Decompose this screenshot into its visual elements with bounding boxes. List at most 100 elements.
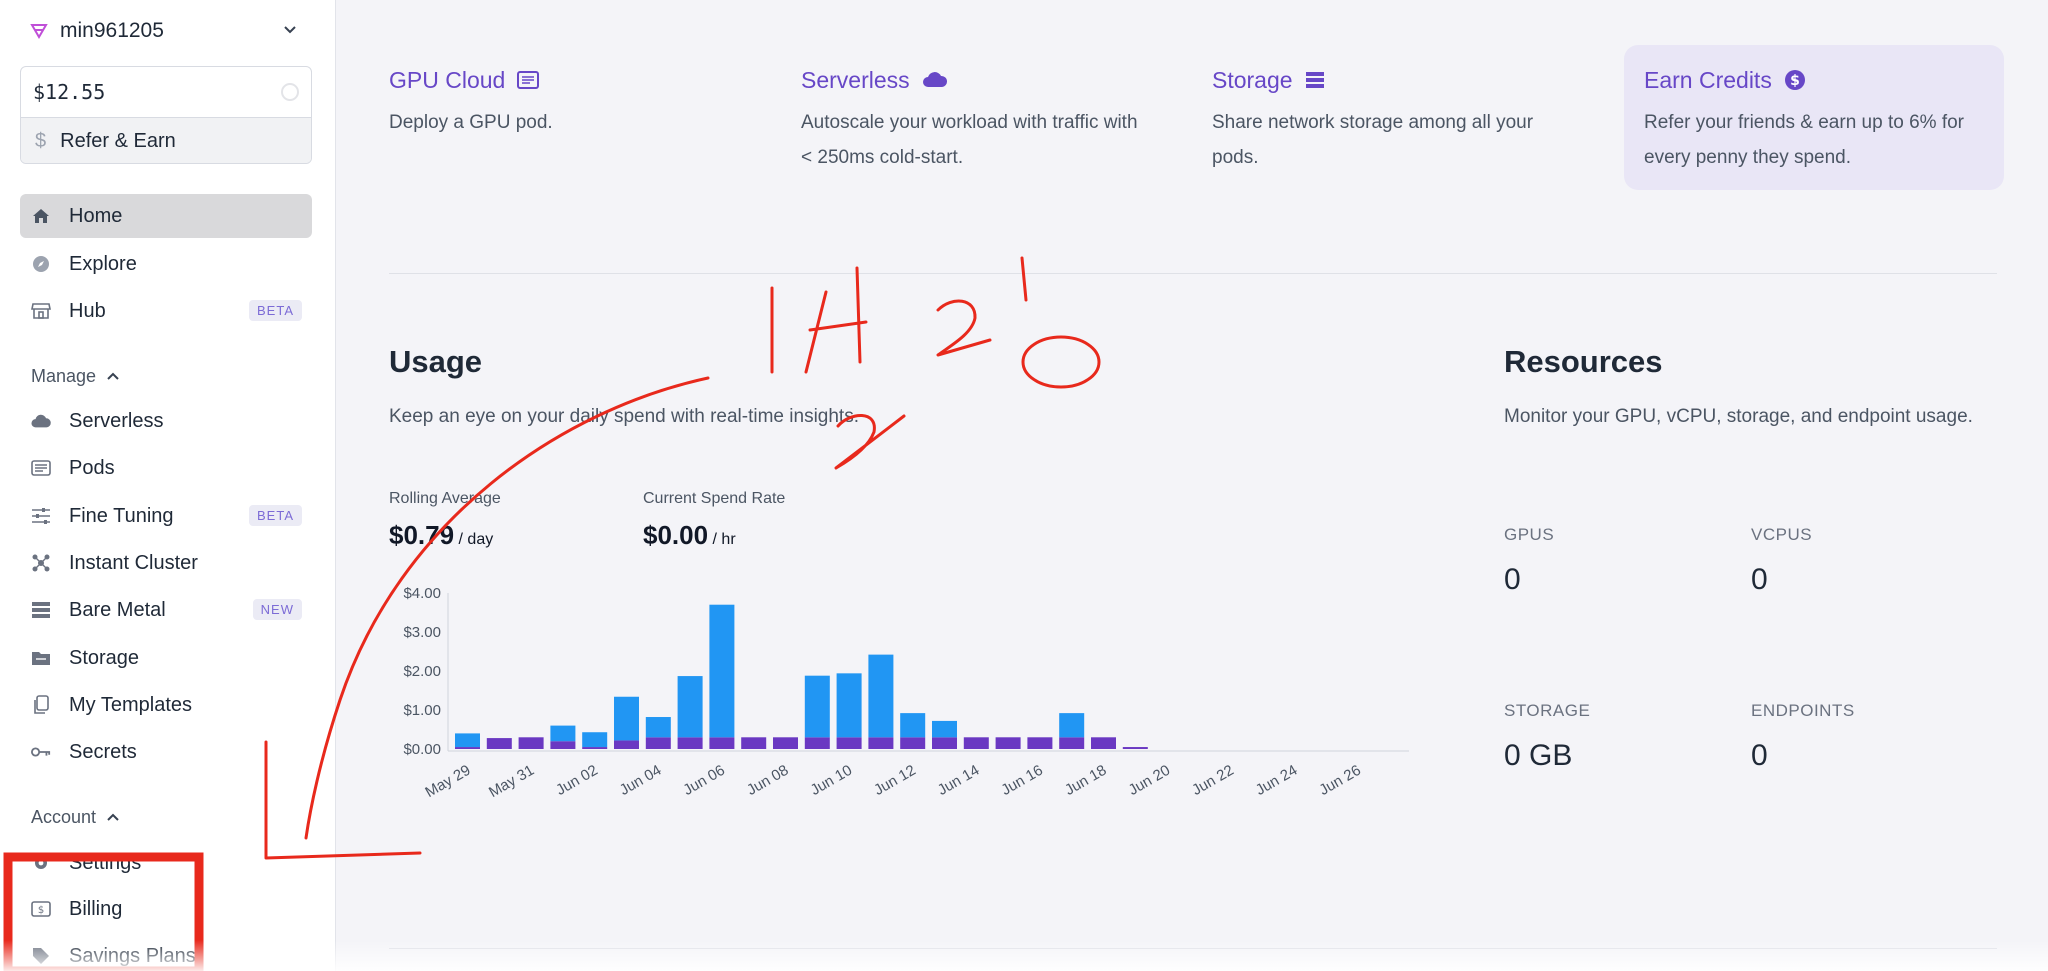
spend-rate-amount: $0.00	[643, 520, 709, 550]
chevron-down-icon[interactable]	[280, 20, 300, 40]
x-tick-label: Jun 22	[1189, 762, 1237, 799]
sidebar-item-settings[interactable]: Settings	[20, 841, 312, 885]
sidebar-item-serverless[interactable]: Serverless	[20, 399, 312, 443]
card-title: GPU Cloud	[389, 66, 506, 93]
store-icon	[31, 301, 51, 321]
sidebar-item-bare-metal[interactable]: Bare Metal NEW	[20, 588, 312, 632]
bar-secondary	[1059, 713, 1085, 738]
gpu-cloud-card[interactable]: GPU Cloud Deploy a GPU pod.	[369, 45, 749, 190]
section-divider	[389, 948, 1997, 949]
gpus-label: GPUS	[1504, 525, 1555, 544]
card-description: Deploy a GPU pod.	[389, 112, 553, 133]
sidebar-item-instant-cluster[interactable]: Instant Cluster	[20, 541, 312, 585]
sidebar-item-label: Explore	[69, 252, 137, 275]
folder-icon	[31, 648, 51, 668]
bar-primary	[741, 737, 767, 749]
card-description: Autoscale your workload with traffic wit…	[801, 112, 1138, 168]
section-manage-label: Manage	[31, 365, 97, 386]
usage-title: Usage	[389, 344, 483, 379]
sliders-icon	[31, 506, 51, 526]
bar-primary	[1122, 747, 1148, 749]
vcpus-label: VCPUS	[1751, 525, 1813, 544]
sidebar-item-explore[interactable]: Explore	[20, 242, 312, 286]
card-description: Share network storage among all your pod…	[1212, 112, 1534, 168]
loading-spinner-icon	[281, 83, 299, 101]
x-tick-label: May 31	[486, 762, 537, 801]
org-switcher[interactable]: min961205	[30, 18, 310, 44]
sidebar-item-pods[interactable]: Pods	[20, 446, 312, 490]
pods-icon	[31, 458, 51, 478]
rolling-average-unit: / day	[454, 531, 494, 548]
section-account-toggle[interactable]: Account	[31, 805, 120, 829]
bar-secondary	[804, 675, 830, 738]
sidebar-item-hub[interactable]: Hub BETA	[20, 289, 312, 333]
resources-title: Resources	[1504, 344, 1663, 379]
new-badge: NEW	[252, 599, 302, 620]
vcpus-value: 0	[1751, 563, 1768, 596]
bar-primary	[582, 747, 608, 749]
y-tick-label: $4.00	[403, 585, 441, 602]
storage-value: 0 GB	[1504, 739, 1573, 772]
bar-secondary	[932, 720, 957, 738]
x-tick-label: May 29	[422, 762, 473, 801]
bar-secondary	[868, 654, 894, 738]
gpu-icon	[517, 71, 540, 89]
bar-secondary	[614, 696, 639, 741]
storage-card[interactable]: Storage Share network storage among all …	[1192, 45, 1572, 190]
bar-secondary	[900, 713, 926, 738]
resources-subtitle: Monitor your GPU, vCPU, storage, and end…	[1504, 406, 1973, 427]
sidebar-item-label: Hub	[69, 299, 106, 322]
sidebar-item-label: Storage	[69, 646, 140, 669]
sidebar-item-my-templates[interactable]: My Templates	[20, 683, 312, 727]
bar-secondary	[455, 733, 480, 748]
balance-display: $12.55	[21, 67, 311, 118]
server-icon	[31, 600, 51, 620]
bar-primary	[868, 737, 894, 749]
earn-credits-card[interactable]: Earn Credits $ Refer your friends & earn…	[1624, 45, 2004, 190]
bar-primary	[550, 741, 576, 749]
beta-badge: BETA	[249, 300, 302, 321]
bar-primary	[1059, 737, 1085, 749]
compass-icon	[31, 254, 51, 274]
sidebar-item-label: Secrets	[69, 740, 137, 763]
home-icon	[31, 206, 51, 226]
sidebar-item-savings-plans[interactable]: Savings Plans	[20, 934, 312, 971]
y-tick-label: $3.00	[403, 624, 441, 641]
x-tick-label: Jun 04	[617, 762, 665, 799]
card-description: Refer your friends & earn up to 6% for e…	[1644, 112, 1964, 168]
bar-primary	[677, 737, 703, 749]
dollar-circle-icon: $	[1784, 70, 1805, 90]
x-tick-label: Jun 20	[1126, 762, 1174, 799]
sidebar-item-home[interactable]: Home	[20, 194, 312, 238]
section-manage-toggle[interactable]: Manage	[31, 364, 120, 388]
sidebar-item-label: Settings	[69, 851, 142, 874]
sidebar-item-billing[interactable]: $ Billing	[20, 887, 312, 931]
x-tick-label: Jun 16	[998, 762, 1046, 799]
bar-primary	[773, 737, 798, 749]
refer-earn-button[interactable]: $ Refer & Earn	[21, 118, 311, 163]
bar-primary	[486, 738, 512, 749]
bar-primary	[1091, 737, 1116, 749]
sidebar-item-secrets[interactable]: Secrets	[20, 730, 312, 774]
bar-primary	[963, 737, 989, 749]
y-tick-label: $1.00	[403, 702, 441, 719]
bar-secondary	[550, 725, 576, 742]
rolling-average-amount: $0.79	[389, 520, 455, 550]
x-tick-label: Jun 24	[1253, 762, 1301, 799]
gpus-value: 0	[1504, 563, 1521, 596]
cloud-icon	[31, 411, 51, 431]
serverless-card[interactable]: Serverless Autoscale your workload with …	[781, 45, 1161, 190]
svg-text:$: $	[38, 905, 44, 916]
x-tick-label: Jun 06	[680, 762, 728, 799]
org-name: min961205	[60, 19, 164, 42]
sidebar-item-fine-tuning[interactable]: Fine Tuning BETA	[20, 494, 312, 538]
bar-primary	[518, 737, 544, 749]
card-title: Storage	[1212, 66, 1293, 93]
cluster-icon	[31, 553, 51, 573]
x-tick-label: Jun 12	[871, 762, 919, 799]
card-title: Serverless	[801, 66, 910, 93]
section-divider	[389, 273, 1997, 274]
x-tick-label: Jun 26	[1316, 762, 1364, 799]
sidebar-item-storage[interactable]: Storage	[20, 636, 312, 680]
bar-primary	[1027, 737, 1053, 749]
